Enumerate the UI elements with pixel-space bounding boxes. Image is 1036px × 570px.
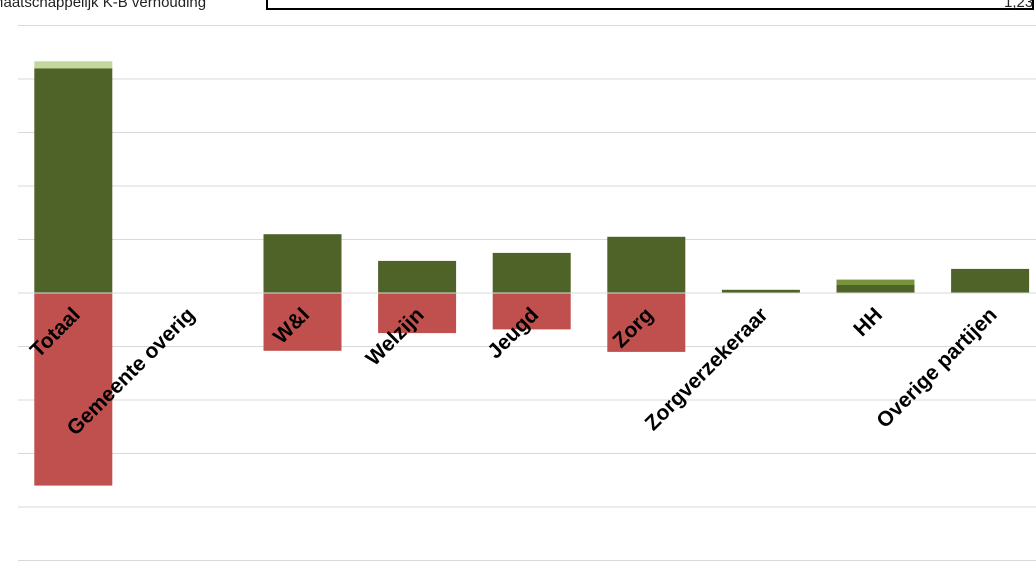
bar-dark-green bbox=[607, 236, 686, 293]
header-label: Maatschappelijk K-B verhouding bbox=[0, 0, 207, 11]
bar-dark-green bbox=[721, 289, 800, 293]
bar-red bbox=[492, 293, 571, 330]
bar-light-green bbox=[34, 61, 113, 69]
gridlines bbox=[18, 25, 1036, 561]
bar-red bbox=[607, 293, 686, 352]
bar-dark-green bbox=[492, 252, 571, 293]
bar-mid-green bbox=[836, 279, 915, 285]
header-value: 1,23 bbox=[1004, 0, 1034, 11]
bar-dark-green bbox=[34, 68, 113, 293]
header-bar: Maatschappelijk K-B verhouding 1,23 bbox=[0, 0, 1036, 12]
bar-dark-green bbox=[263, 234, 342, 294]
bar-dark-green bbox=[836, 285, 915, 293]
bar-red bbox=[34, 293, 113, 486]
header-field bbox=[266, 0, 1034, 10]
category-label: HH bbox=[849, 303, 887, 341]
bar-red bbox=[378, 293, 457, 334]
category-label: Overige partijen bbox=[872, 303, 1001, 432]
bar-dark-green bbox=[378, 260, 457, 293]
bars bbox=[18, 61, 1036, 486]
bar-dark-green bbox=[951, 268, 1030, 293]
bar-red bbox=[263, 293, 342, 351]
